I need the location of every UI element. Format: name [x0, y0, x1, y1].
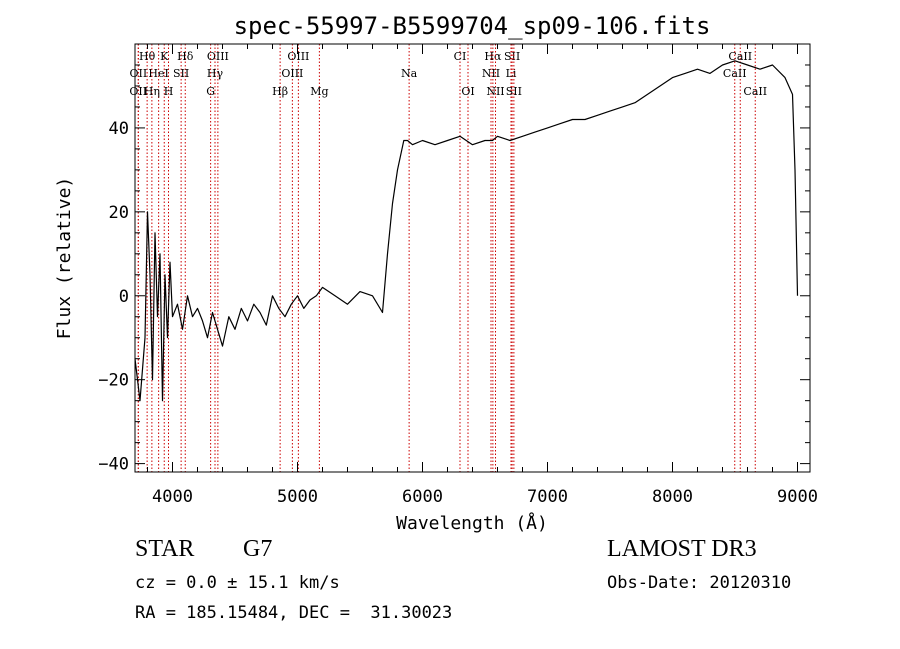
line-label-5: CI: [454, 50, 467, 63]
line-label-13: OIII: [281, 67, 303, 80]
y-tick-label-4: 40: [109, 119, 129, 139]
line-label-17: CaII: [723, 67, 747, 80]
line-label-10: HeI: [148, 67, 168, 80]
line-label-4: OIII: [287, 50, 309, 63]
spectrum-line: [134, 60, 799, 402]
x-tick-label-4: 8000: [652, 487, 693, 507]
line-label-16: Li: [506, 67, 517, 80]
object-class: STAR: [135, 536, 195, 562]
line-label-2: Hδ: [177, 50, 194, 63]
line-label-25: NII: [486, 85, 504, 98]
line-label-1: K: [160, 50, 169, 63]
axis-layer: 4000 5000 6000 7000 8000 9000 −40 −20 0 20 40: [98, 44, 818, 507]
line-label-19: Hη: [144, 85, 160, 98]
y-tick-label-2: 0: [119, 287, 129, 307]
line-label-14: Na: [401, 67, 418, 80]
line-label-12: Hγ: [207, 67, 224, 80]
line-label-18: OII: [129, 85, 147, 98]
line-label-20: H: [164, 85, 174, 98]
line-label-15: NII: [482, 67, 500, 80]
redshift-info: cz = 0.0 ± 15.1 km/s: [135, 573, 340, 593]
line-label-23: Mg: [310, 85, 328, 98]
line-label-21: G: [206, 85, 215, 98]
y-tick-label-3: 20: [109, 203, 129, 223]
line-label-7: SII: [504, 50, 520, 63]
plot-frame: [134, 43, 811, 473]
series-layer: [134, 60, 799, 402]
x-tick-label-2: 6000: [402, 487, 443, 507]
chart-title: spec-55997-B5599704_sp09-106.fits: [234, 12, 711, 40]
x-tick-label-5: 9000: [777, 487, 818, 507]
observation-date: Obs-Date: 20120310: [607, 573, 792, 593]
y-tick-label-0: −40: [98, 455, 129, 475]
line-label-26: SII: [506, 85, 522, 98]
line-label-8: CaII: [728, 50, 752, 63]
y-tick-label-1: −20: [98, 371, 129, 391]
object-subclass: G7: [243, 536, 273, 562]
x-tick-label-1: 5000: [277, 487, 318, 507]
x-axis-label: Wavelength (Å): [396, 512, 548, 534]
line-label-27: CaII: [743, 85, 767, 98]
x-tick-label-3: 7000: [527, 487, 568, 507]
x-tick-label-0: 4000: [152, 487, 193, 507]
coordinates: RA = 185.15484, DEC = 31.30023: [135, 603, 453, 623]
line-label-0: Hθ: [139, 50, 156, 63]
y-axis-label: Flux (relative): [54, 177, 75, 340]
line-label-6: Hα: [484, 50, 502, 63]
line-label-24: OI: [461, 85, 474, 98]
line-label-22: Hβ: [272, 85, 288, 98]
survey-name: LAMOST DR3: [607, 536, 757, 562]
line-label-11: SII: [173, 67, 189, 80]
line-label-3: OIII: [207, 50, 229, 63]
